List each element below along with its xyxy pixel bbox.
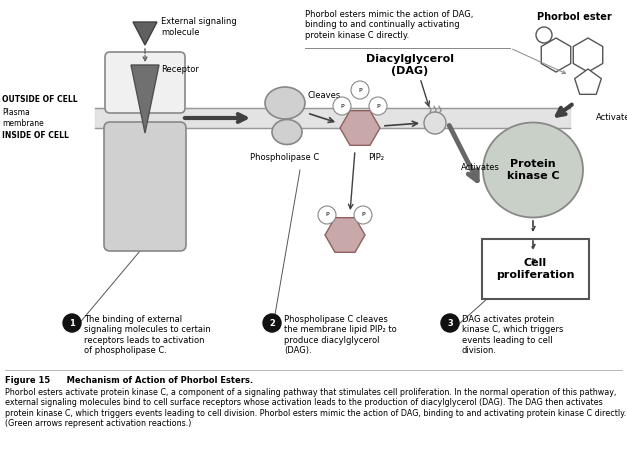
Text: Cleaves: Cleaves bbox=[308, 91, 341, 100]
Text: P: P bbox=[376, 103, 380, 109]
Text: INSIDE OF CELL: INSIDE OF CELL bbox=[2, 131, 69, 140]
Text: P: P bbox=[340, 103, 344, 109]
Circle shape bbox=[263, 314, 281, 332]
Polygon shape bbox=[573, 38, 603, 72]
Text: External signaling
molecule: External signaling molecule bbox=[161, 17, 237, 37]
Polygon shape bbox=[575, 69, 601, 94]
Circle shape bbox=[369, 97, 387, 115]
Ellipse shape bbox=[272, 120, 302, 145]
Polygon shape bbox=[325, 218, 365, 252]
Polygon shape bbox=[541, 38, 571, 72]
Text: Protein
kinase C: Protein kinase C bbox=[507, 159, 559, 181]
Polygon shape bbox=[133, 22, 157, 45]
Text: 2: 2 bbox=[269, 318, 275, 328]
Circle shape bbox=[351, 81, 369, 99]
Circle shape bbox=[441, 314, 459, 332]
Text: Activates: Activates bbox=[596, 113, 627, 122]
Text: Phospholipase C: Phospholipase C bbox=[250, 153, 320, 162]
Text: 1: 1 bbox=[69, 318, 75, 328]
FancyBboxPatch shape bbox=[482, 239, 589, 299]
Text: Phorbol esters mimic the action of DAG,
binding to and continually activating
pr: Phorbol esters mimic the action of DAG, … bbox=[305, 10, 473, 40]
Text: PIP₂: PIP₂ bbox=[368, 153, 384, 162]
Ellipse shape bbox=[265, 87, 305, 119]
Circle shape bbox=[354, 206, 372, 224]
Circle shape bbox=[63, 314, 81, 332]
Text: P: P bbox=[325, 212, 329, 217]
Text: DAG activates protein
kinase C, which triggers
events leading to cell
division.: DAG activates protein kinase C, which tr… bbox=[462, 315, 564, 355]
Text: Plasma
membrane: Plasma membrane bbox=[2, 108, 44, 128]
Polygon shape bbox=[131, 65, 159, 133]
Text: Cell
proliferation: Cell proliferation bbox=[496, 258, 575, 280]
Text: 3: 3 bbox=[447, 318, 453, 328]
Circle shape bbox=[536, 27, 552, 43]
Text: Receptor: Receptor bbox=[161, 66, 199, 74]
Circle shape bbox=[318, 206, 336, 224]
Text: P: P bbox=[358, 87, 362, 92]
Text: Phospholipase C cleaves
the membrane lipid PIP₂ to
produce diacylglycerol
(DAG).: Phospholipase C cleaves the membrane lip… bbox=[284, 315, 397, 355]
Text: P: P bbox=[361, 212, 365, 217]
Text: OUTSIDE OF CELL: OUTSIDE OF CELL bbox=[2, 96, 78, 105]
Polygon shape bbox=[340, 111, 380, 145]
Text: The binding of external
signaling molecules to certain
receptors leads to activa: The binding of external signaling molecu… bbox=[84, 315, 211, 355]
FancyBboxPatch shape bbox=[105, 52, 185, 113]
Text: Diacylglycerol
(DAG): Diacylglycerol (DAG) bbox=[366, 54, 454, 76]
FancyBboxPatch shape bbox=[104, 122, 186, 251]
Text: Phorbol ester: Phorbol ester bbox=[537, 12, 611, 22]
Text: Mechanism of Action of Phorbol Esters.: Mechanism of Action of Phorbol Esters. bbox=[58, 376, 253, 385]
Text: Figure 15: Figure 15 bbox=[5, 376, 50, 385]
Ellipse shape bbox=[483, 122, 583, 217]
Text: Phorbol esters activate protein kinase C, a component of a signaling pathway tha: Phorbol esters activate protein kinase C… bbox=[5, 388, 626, 428]
Circle shape bbox=[333, 97, 351, 115]
Circle shape bbox=[424, 112, 446, 134]
Text: Activates: Activates bbox=[461, 163, 500, 172]
